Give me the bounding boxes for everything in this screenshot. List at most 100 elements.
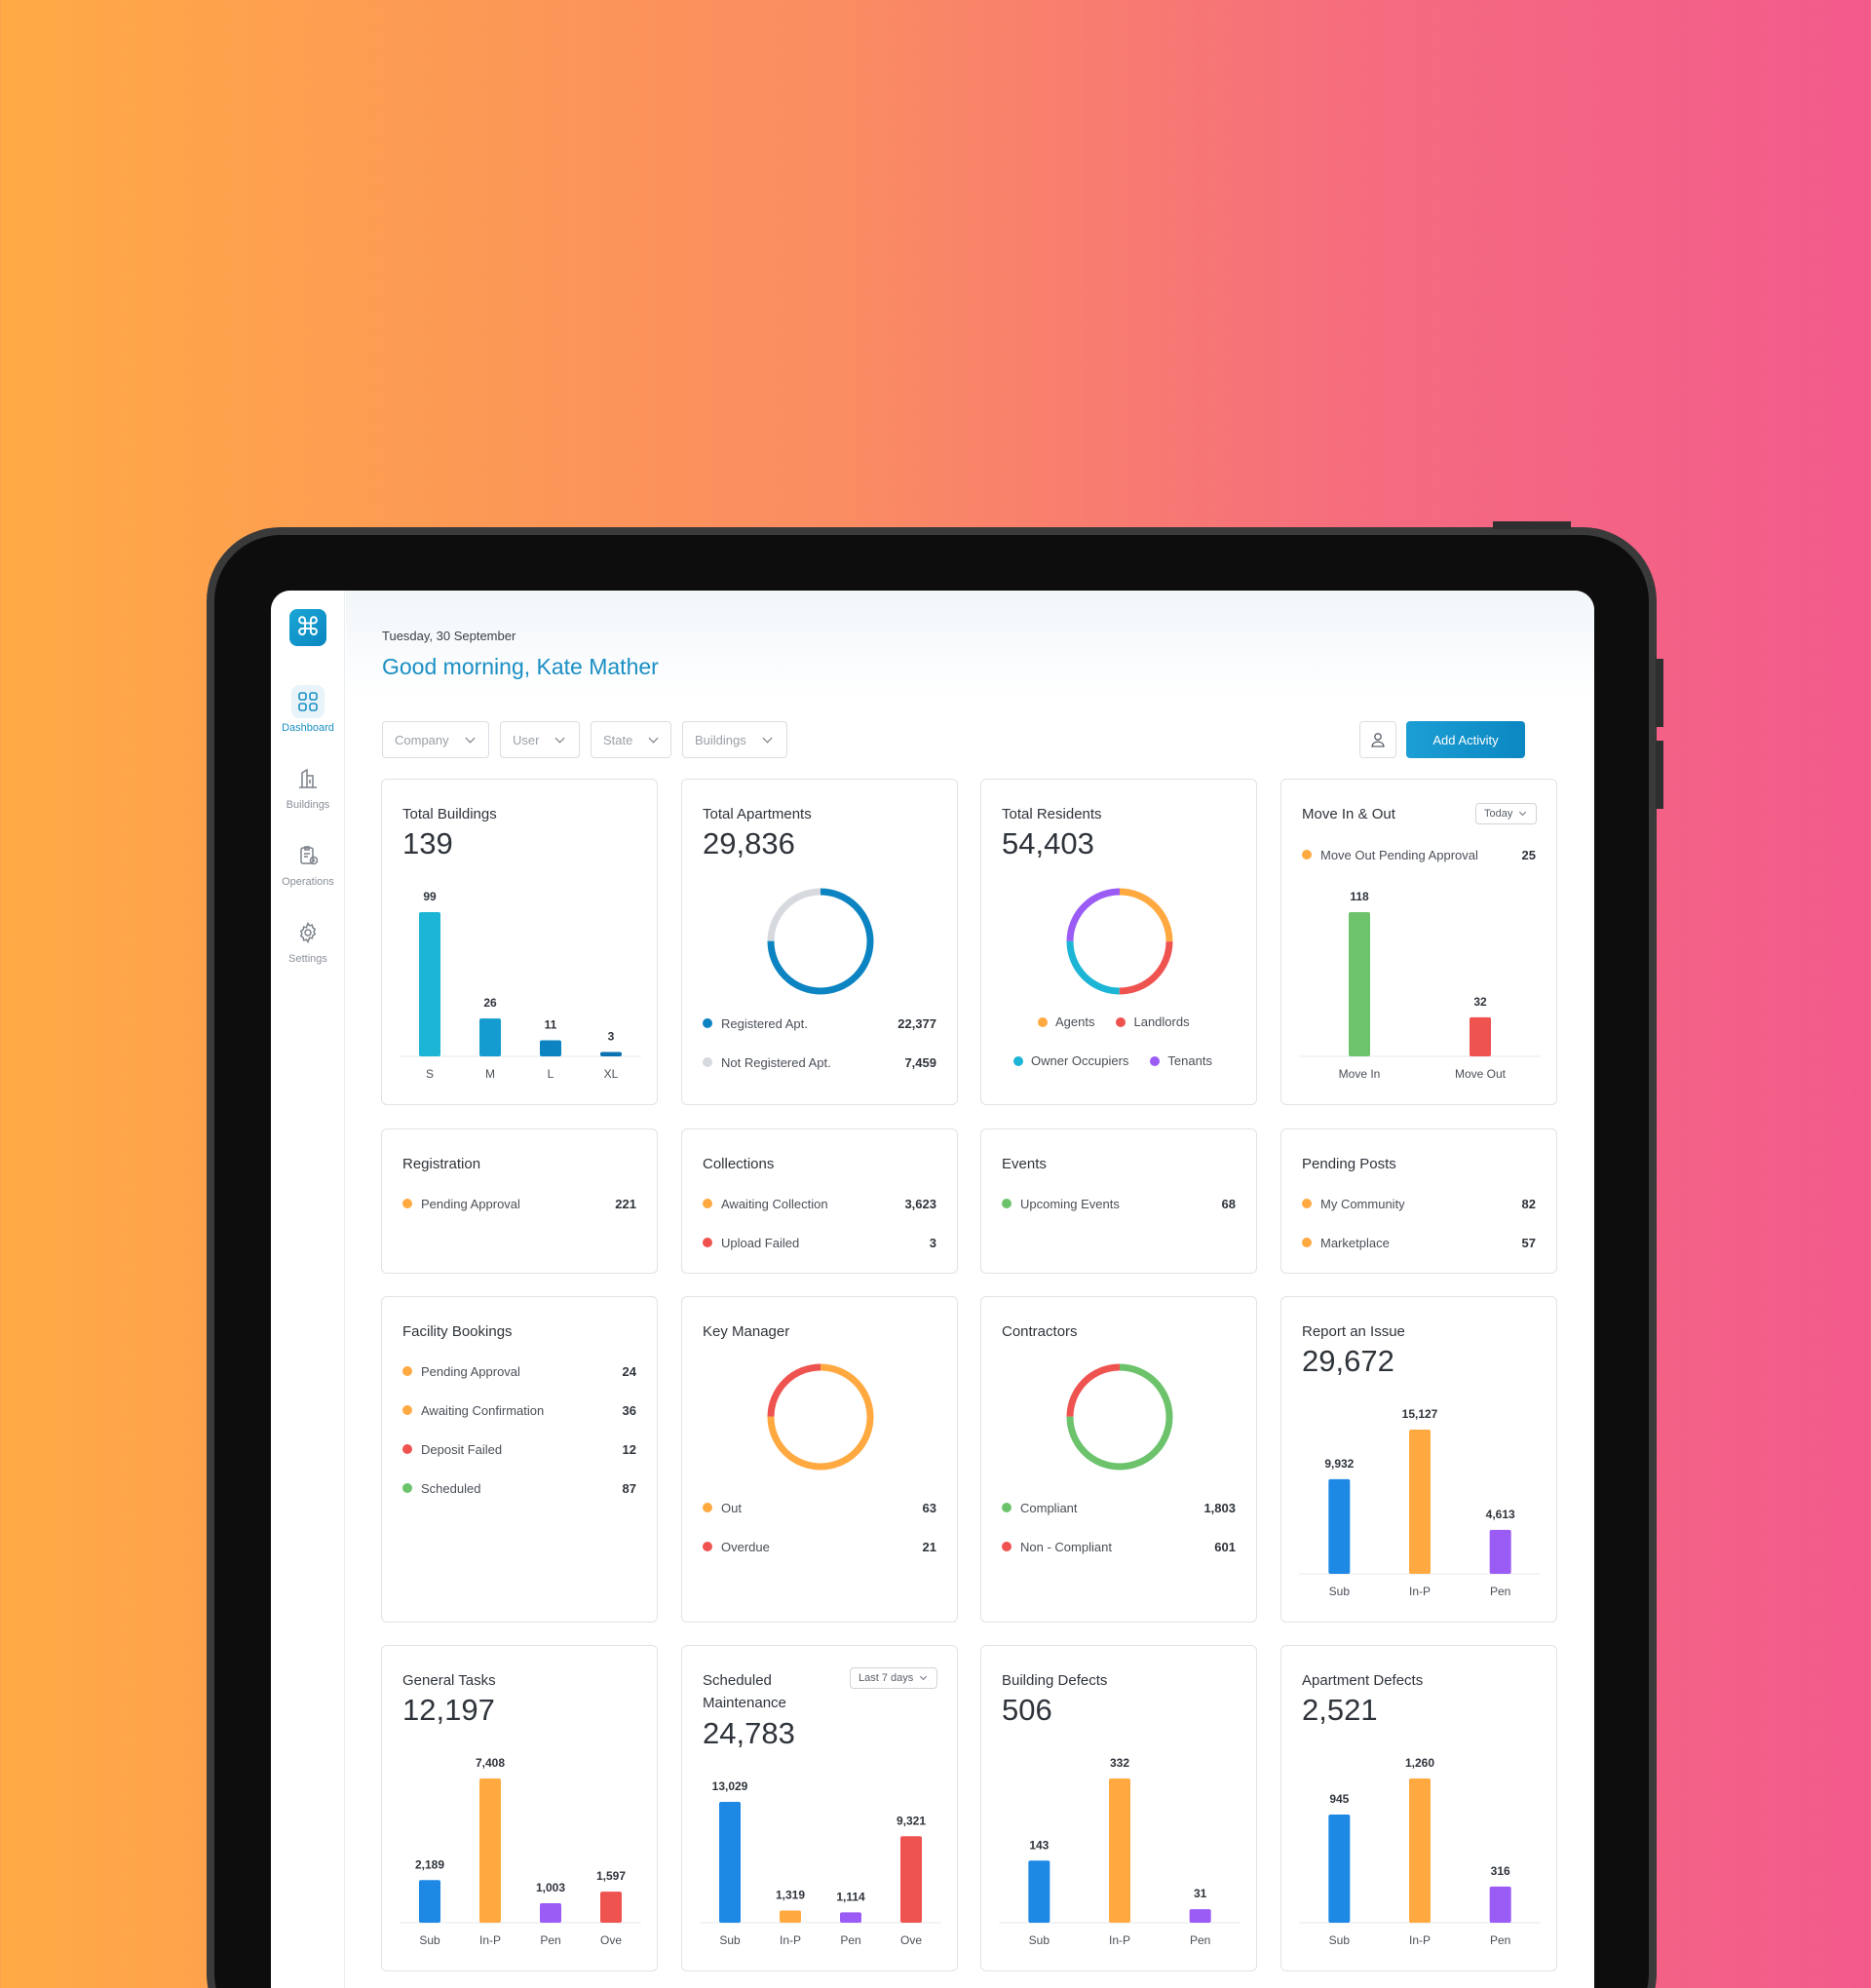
sidebar: ⌘ Dashboard Buildings bbox=[271, 591, 345, 1988]
buildings-filter[interactable]: Buildings bbox=[682, 721, 787, 758]
bar-pen[interactable] bbox=[840, 1912, 861, 1923]
bar-s[interactable] bbox=[419, 912, 440, 1056]
bar-in-p[interactable] bbox=[1409, 1778, 1431, 1923]
category-label: In-P bbox=[1409, 1585, 1431, 1598]
legend-label: Compliant bbox=[1020, 1500, 1078, 1515]
sidebar-item-buildings[interactable]: Buildings bbox=[271, 762, 345, 811]
card-title: Events bbox=[1002, 1156, 1047, 1172]
legend-value: 1,803 bbox=[1203, 1500, 1236, 1515]
app-screen: ⌘ Dashboard Buildings bbox=[271, 591, 1594, 1988]
legend-label: Landlords bbox=[1133, 1014, 1190, 1029]
category-label: Move In bbox=[1339, 1067, 1381, 1081]
legend-dot bbox=[703, 1503, 712, 1512]
bar-pen[interactable] bbox=[1189, 1909, 1211, 1923]
card-total: 12,197 bbox=[402, 1693, 495, 1727]
legend-row: Pending Approval 24 bbox=[402, 1362, 636, 1380]
bar-pen[interactable] bbox=[1489, 1529, 1511, 1574]
events-card: Events Upcoming Events 68 bbox=[980, 1128, 1257, 1274]
card-title: Building Defects bbox=[1002, 1672, 1108, 1689]
legend-label: Tenants bbox=[1167, 1053, 1212, 1068]
legend-dot bbox=[1002, 1503, 1012, 1512]
donut-slice-landlords[interactable] bbox=[1066, 888, 1173, 995]
legend-dot bbox=[402, 1405, 412, 1415]
filter-bar: Company User State Buildings bbox=[382, 721, 787, 758]
bar-in-p[interactable] bbox=[1109, 1778, 1130, 1923]
bar-value-label: 945 bbox=[1329, 1792, 1349, 1806]
legend-row: Non - Compliant 601 bbox=[1002, 1538, 1236, 1555]
bar-xl[interactable] bbox=[600, 1051, 622, 1056]
donut-slice-owner-occupiers[interactable] bbox=[1066, 888, 1173, 995]
bar-sub[interactable] bbox=[1328, 1478, 1351, 1574]
total-apartments-card: Total Apartments 29,836 Registered Apt. 2… bbox=[681, 779, 958, 1105]
bar-in-p[interactable] bbox=[479, 1778, 501, 1923]
bar-sub[interactable] bbox=[1028, 1860, 1050, 1923]
main-content: Tuesday, 30 September Good morning, Kate… bbox=[346, 591, 1594, 1988]
legend-item: Tenants bbox=[1150, 1053, 1212, 1068]
bar-m[interactable] bbox=[479, 1018, 501, 1056]
pending-posts-card: Pending Posts My Community 82 Marketplace… bbox=[1280, 1128, 1557, 1274]
bar-pen[interactable] bbox=[1489, 1886, 1511, 1923]
bar-sub[interactable] bbox=[419, 1880, 440, 1923]
header-band bbox=[346, 591, 1594, 698]
bar-ove[interactable] bbox=[600, 1892, 622, 1923]
bar-in-p[interactable] bbox=[1409, 1430, 1431, 1574]
registration-card: Registration Pending Approval 221 bbox=[381, 1128, 658, 1274]
legend-label: Owner Occupiers bbox=[1031, 1053, 1129, 1068]
move-period-dropdown[interactable]: Today bbox=[1475, 803, 1537, 824]
user-profile-button[interactable] bbox=[1359, 721, 1396, 758]
card-title: Collections bbox=[703, 1156, 775, 1172]
bar-value-label: 13,029 bbox=[712, 1779, 748, 1793]
buildings-icon bbox=[291, 762, 325, 795]
donut-slice-tenants[interactable] bbox=[1066, 888, 1173, 995]
legend-row: Registered Apt. 22,377 bbox=[703, 1014, 936, 1032]
sidebar-item-dashboard[interactable]: Dashboard bbox=[271, 685, 345, 734]
legend-label: Scheduled bbox=[421, 1480, 481, 1496]
card-title: Registration bbox=[402, 1156, 481, 1172]
legend-row: Awaiting Collection 3,623 bbox=[703, 1195, 936, 1212]
bar-pen[interactable] bbox=[540, 1902, 561, 1923]
sidebar-item-label: Dashboard bbox=[282, 722, 334, 734]
donut-slice-overdue[interactable] bbox=[767, 1363, 874, 1471]
user-filter[interactable]: User bbox=[500, 721, 580, 758]
add-activity-button[interactable]: Add Activity bbox=[1406, 721, 1525, 758]
bar-ove[interactable] bbox=[900, 1836, 922, 1923]
legend-value: 3 bbox=[929, 1235, 936, 1250]
category-label: XL bbox=[604, 1067, 619, 1081]
legend-row: Pending Approval 221 bbox=[402, 1195, 636, 1212]
scheduled-maintenance-card: Scheduled Maintenance Last 7 days 24,783… bbox=[681, 1645, 958, 1971]
legend-label: Registered Apt. bbox=[721, 1015, 808, 1031]
donut-slice-non-compliant[interactable] bbox=[1066, 1363, 1173, 1471]
filter-label: State bbox=[603, 732, 633, 747]
bar-value-label: 31 bbox=[1194, 1887, 1207, 1900]
sidebar-item-operations[interactable]: Operations bbox=[271, 839, 345, 888]
legend-label: Upcoming Events bbox=[1020, 1196, 1120, 1211]
collections-card: Collections Awaiting Collection 3,623 Upl… bbox=[681, 1128, 958, 1274]
total-residents-donut bbox=[1066, 888, 1173, 995]
legend-value: 7,459 bbox=[904, 1054, 936, 1070]
state-filter[interactable]: State bbox=[591, 721, 671, 758]
key-manager-donut bbox=[767, 1363, 874, 1471]
bar-sub[interactable] bbox=[719, 1802, 741, 1923]
bar-sub[interactable] bbox=[1328, 1815, 1351, 1923]
legend-value: 22,377 bbox=[897, 1015, 936, 1031]
bar-value-label: 118 bbox=[1350, 890, 1369, 903]
legend-dot bbox=[1013, 1055, 1023, 1066]
user-icon bbox=[1371, 733, 1385, 747]
legend-row: Compliant 1,803 bbox=[1002, 1499, 1236, 1516]
bar-move out[interactable] bbox=[1470, 1016, 1491, 1056]
category-label: Ove bbox=[900, 1933, 922, 1947]
maintenance-period-dropdown[interactable]: Last 7 days bbox=[850, 1667, 937, 1689]
bar-in-p[interactable] bbox=[780, 1910, 801, 1923]
bar-l[interactable] bbox=[540, 1040, 561, 1056]
category-label: In-P bbox=[1409, 1933, 1431, 1947]
donut-slice-not-registered-apt-[interactable] bbox=[767, 888, 874, 995]
company-filter[interactable]: Company bbox=[382, 721, 489, 758]
total-buildings-chart: 99 S 26 M 11 L 3 XL bbox=[400, 890, 641, 1081]
sidebar-item-settings[interactable]: Settings bbox=[271, 916, 345, 965]
legend-label: Marketplace bbox=[1320, 1235, 1390, 1250]
tablet-top-button bbox=[1493, 521, 1571, 529]
app-logo-icon[interactable]: ⌘ bbox=[289, 609, 326, 646]
building-defects-chart: 143 Sub 332 In-P 31 Pen bbox=[999, 1756, 1241, 1947]
bar-move in[interactable] bbox=[1349, 912, 1370, 1056]
legend-row: Upload Failed 3 bbox=[703, 1234, 936, 1251]
